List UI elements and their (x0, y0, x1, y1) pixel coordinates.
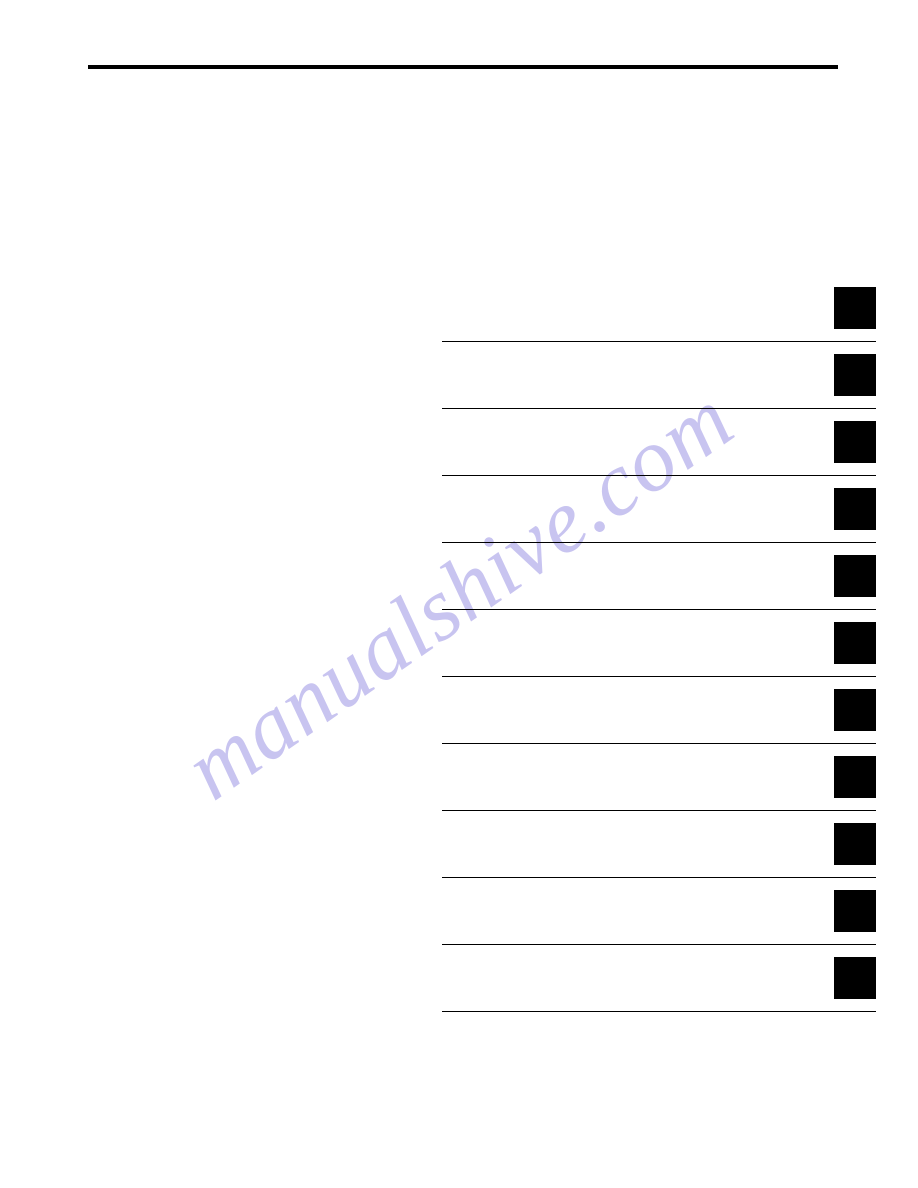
toc-row (442, 409, 876, 476)
toc-row (442, 945, 876, 1012)
toc-row (442, 275, 876, 342)
toc-row (442, 543, 876, 610)
toc-row (442, 677, 876, 744)
toc-tab-marker (834, 488, 876, 530)
toc-row (442, 744, 876, 811)
toc-tab-marker (834, 421, 876, 463)
toc-tab-marker (834, 555, 876, 597)
toc-tab-marker (834, 823, 876, 865)
toc-row (442, 476, 876, 543)
toc-tab-marker (834, 354, 876, 396)
top-divider-rule (88, 65, 838, 69)
toc-tab-marker (834, 957, 876, 999)
toc-row (442, 811, 876, 878)
toc-tab-marker (834, 689, 876, 731)
toc-tab-marker (834, 890, 876, 932)
toc-tab-marker (834, 622, 876, 664)
toc-row (442, 878, 876, 945)
table-of-contents (442, 275, 876, 1012)
toc-row (442, 342, 876, 409)
toc-row (442, 610, 876, 677)
toc-tab-marker (834, 756, 876, 798)
toc-tab-marker (834, 287, 876, 329)
